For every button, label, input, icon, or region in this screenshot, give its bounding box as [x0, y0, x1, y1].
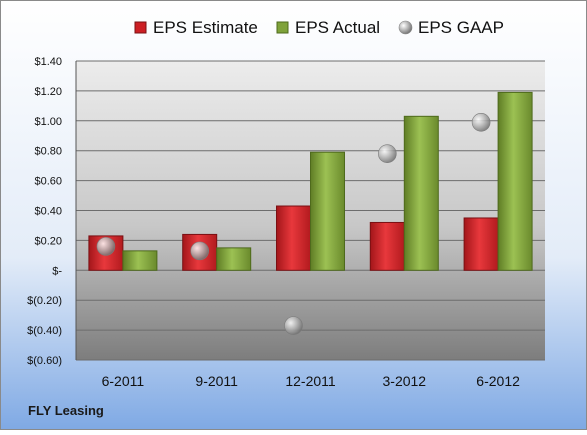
legend-item-actual: EPS Actual	[276, 18, 380, 37]
eps-gaap-point	[96, 237, 116, 256]
y-tick-label: $0.40	[34, 206, 62, 218]
legend-swatch	[398, 20, 413, 35]
y-tick-label: $(0.40)	[27, 325, 62, 337]
eps-gaap-point	[284, 316, 303, 335]
company-label: FLY Leasing	[28, 403, 104, 418]
legend-item-estimate: EPS Estimate	[134, 18, 258, 37]
legend-swatch	[134, 21, 147, 34]
legend-swatch	[276, 21, 289, 34]
bars	[88, 91, 533, 271]
x-tick-label: 3-2012	[383, 373, 427, 389]
y-tick-label: $(0.20)	[27, 295, 62, 307]
eps-gaap-point	[377, 144, 397, 163]
y-tick-label: $0.20	[34, 235, 62, 247]
eps-actual-bar	[216, 247, 252, 271]
eps-actual-bar	[497, 91, 533, 271]
gaap-points	[96, 112, 491, 335]
legend: EPS Estimate EPS Actual EPS GAAP	[134, 18, 504, 37]
y-tick-label: $1.00	[34, 116, 62, 128]
x-axis-tick-labels: 6-2011 9-2011 12-2011 3-2012 6-2012	[102, 373, 520, 389]
eps-actual-bar	[403, 115, 439, 271]
x-tick-label: 12-2011	[285, 373, 336, 389]
eps-estimate-bar	[369, 221, 405, 271]
y-tick-label: $0.60	[34, 176, 62, 188]
eps-estimate-bar	[463, 217, 499, 271]
legend-item-gaap: EPS GAAP	[398, 18, 504, 37]
y-tick-label: $(0.60)	[27, 355, 62, 367]
eps-actual-bar	[122, 250, 158, 271]
y-tick-label: $-	[52, 265, 62, 277]
x-tick-label: 6-2012	[476, 373, 520, 389]
y-tick-label: $1.40	[34, 56, 62, 68]
legend-label: EPS Actual	[295, 18, 380, 37]
legend-label: EPS Estimate	[153, 18, 258, 37]
eps-actual-bar	[310, 151, 345, 271]
x-tick-label: 9-2011	[195, 373, 238, 389]
eps-gaap-point	[190, 241, 209, 261]
eps-gaap-point	[471, 112, 491, 132]
eps-estimate-bar	[276, 205, 311, 271]
y-tick-label: $0.80	[34, 146, 62, 158]
legend-label: EPS GAAP	[418, 18, 504, 37]
y-axis-tick-labels: $1.40 $1.20 $1.00 $0.80 $0.60 $0.40 $0.20 $- $(0…	[27, 56, 62, 367]
x-tick-label: 6-2011	[102, 373, 145, 389]
y-tick-label: $1.20	[34, 86, 62, 98]
